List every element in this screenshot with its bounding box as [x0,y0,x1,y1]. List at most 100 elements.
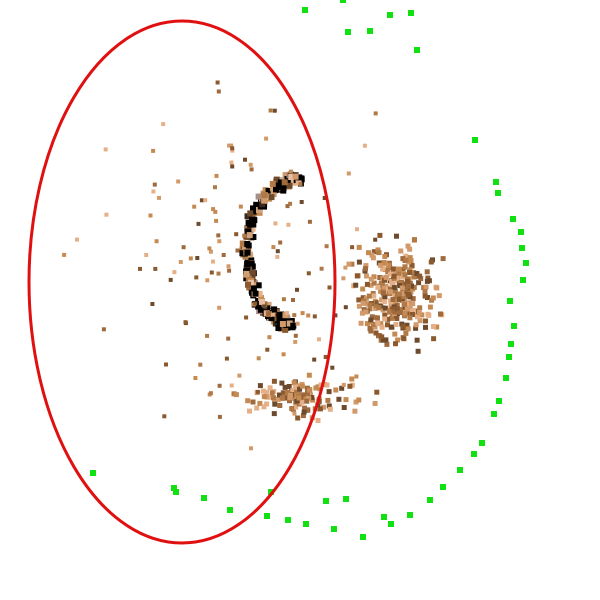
cloud-point [164,362,168,367]
green-marker [503,375,509,381]
cloud-point [216,271,221,276]
cloud-point [399,291,405,297]
cloud-point [318,382,324,388]
cloud-point [195,256,200,260]
cloud-point [306,313,311,318]
green-marker [302,7,308,13]
cloud-point [380,266,386,272]
cloud-point [405,243,411,249]
cloud-point [395,337,401,343]
cloud-point [230,146,235,151]
cloud-point [237,373,242,378]
cloud-point [250,205,256,212]
green-marker [264,513,270,519]
selection-ellipse[interactable] [27,19,337,545]
cloud-point [291,298,295,302]
cloud-point [430,295,436,301]
cloud-point [233,392,239,398]
cloud-point [379,334,385,340]
cloud-point [425,275,431,281]
cloud-point [244,261,251,268]
cloud-point [407,270,412,275]
cloud-point [269,180,276,187]
cloud-point [364,321,370,327]
cloud-point [285,311,290,316]
cloud-point [407,304,413,310]
cloud-point [229,143,234,148]
cloud-point [181,245,186,250]
cloud-point [290,395,296,401]
cloud-point [279,321,286,327]
cloud-point [373,302,379,308]
cloud-point [213,209,218,214]
cloud-point [394,316,400,321]
cloud-point [269,390,275,396]
cloud-point [356,244,362,250]
cloud-point [368,317,374,323]
green-marker [457,467,463,473]
cloud-point [391,285,397,291]
cloud-point [242,233,247,238]
cloud-point [416,310,422,316]
cloud-point [300,395,306,401]
cloud-point [407,280,413,286]
cloud-point [271,411,277,417]
cloud-point [375,247,381,253]
cloud-point [378,321,384,327]
cloud-point [199,198,204,203]
cloud-point [286,222,291,227]
cloud-point [193,376,198,380]
cloud-point [417,318,423,324]
cloud-point [407,255,413,261]
green-marker [331,526,337,532]
green-marker [303,521,309,527]
cloud-point [296,395,302,401]
cloud-point [416,280,422,286]
cloud-point [368,282,374,288]
green-marker [367,28,373,34]
cloud-point [292,389,298,395]
cloud-point [360,286,366,292]
cloud-point [284,390,290,395]
cloud-point [208,391,213,396]
cloud-point [211,207,216,212]
cloud-point [394,306,400,312]
cloud-point [214,218,219,223]
cloud-point [415,314,420,320]
cloud-point [299,399,305,405]
cloud-point [75,237,79,242]
cloud-point [317,406,323,412]
cloud-point [245,398,251,404]
cloud-point [286,320,293,327]
cloud-point [267,335,272,340]
cloud-point [213,185,217,190]
cloud-point [292,384,298,390]
cloud-point [217,383,222,388]
cloud-point [336,396,342,402]
cloud-point [256,290,263,297]
cloud-point [362,143,367,148]
cloud-point [363,266,368,272]
cloud-point [270,190,277,197]
cloud-point [385,316,391,322]
cloud-point [436,293,442,299]
cloud-point [343,397,349,403]
cloud-point [291,380,297,386]
cloud-point [194,275,199,280]
cloud-point [374,300,379,305]
cloud-point [293,404,299,410]
cloud-point [431,336,437,342]
green-marker [323,498,329,504]
cloud-point [343,305,348,310]
cloud-point [333,387,339,393]
cloud-point [427,304,433,310]
cloud-point [238,204,243,209]
green-marker [508,341,514,347]
cloud-point [285,204,290,209]
cloud-point [276,312,283,319]
cloud-point [214,173,219,178]
cloud-point [192,204,197,209]
cloud-point [183,320,188,325]
cloud-point [375,315,380,321]
cloud-point [138,266,142,271]
